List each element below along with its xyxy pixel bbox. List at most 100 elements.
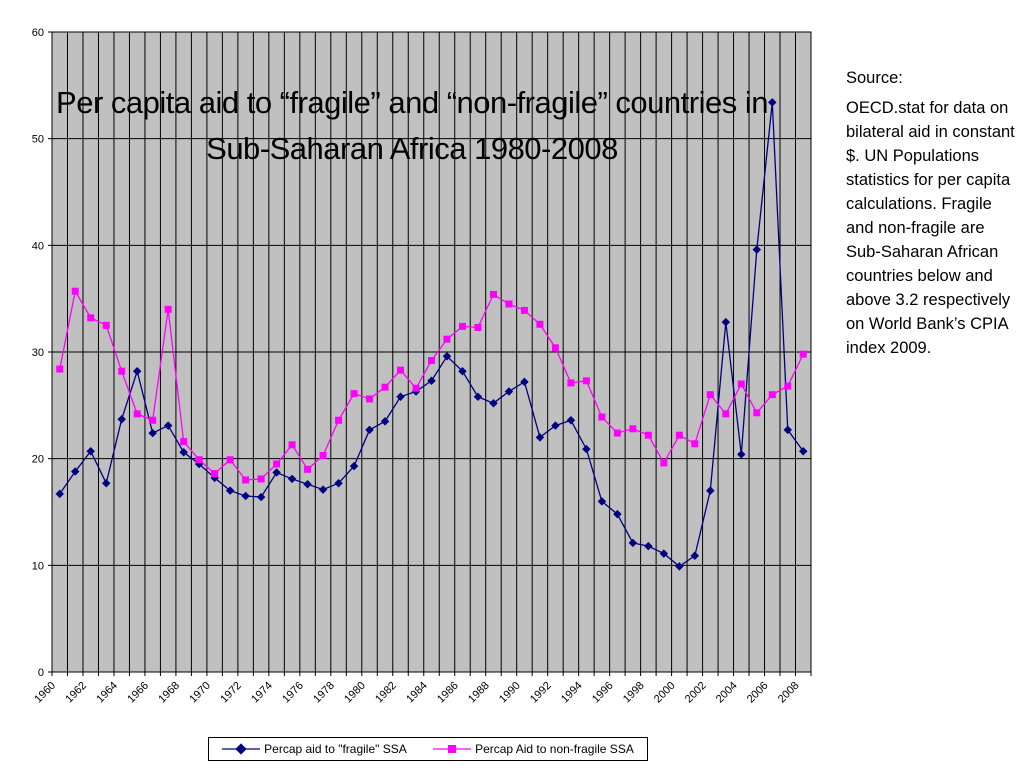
- horizontal-gridlines: [52, 138, 811, 566]
- data-point: [70, 467, 80, 476]
- y-tick-label: 10: [32, 560, 44, 572]
- y-tick-label: 50: [32, 134, 44, 146]
- data-point: [242, 476, 250, 484]
- data-point: [799, 446, 808, 456]
- data-point: [118, 367, 126, 375]
- data-point: [598, 413, 606, 421]
- data-point: [675, 431, 683, 439]
- data-point: [551, 344, 559, 352]
- legend: Percap aid to "fragile" SSA Percap Aid t…: [208, 737, 648, 761]
- data-point: [644, 541, 653, 551]
- data-point: [784, 382, 792, 390]
- x-tick-label: 1992: [528, 680, 554, 706]
- x-tick-label: 2008: [776, 680, 802, 706]
- data-point: [737, 450, 746, 459]
- x-tick-label: 1990: [497, 680, 523, 706]
- data-point: [505, 300, 513, 308]
- data-point: [132, 366, 142, 376]
- data-point: [443, 335, 451, 343]
- x-tick-label: 2002: [683, 680, 709, 706]
- x-tick-label: 2004: [714, 680, 740, 706]
- y-axis: 0 10 20 30 40 50 60: [32, 27, 52, 679]
- legend-label-fragile: Percap aid to "fragile" SSA: [264, 742, 407, 756]
- data-point: [87, 314, 95, 322]
- series-0: [55, 98, 808, 571]
- legend-item-fragile: Percap aid to "fragile" SSA: [222, 742, 407, 756]
- data-point: [489, 290, 497, 298]
- x-tick-label: 2006: [745, 680, 771, 706]
- y-tick-label: 30: [32, 347, 44, 359]
- data-point: [644, 431, 652, 439]
- data-point: [335, 416, 343, 424]
- data-point: [473, 392, 483, 402]
- data-point: [489, 398, 498, 408]
- x-tick-label: 1998: [621, 680, 647, 706]
- data-point: [567, 379, 575, 387]
- y-tick-label: 20: [32, 454, 44, 466]
- data-point: [272, 468, 281, 477]
- data-point: [768, 391, 776, 399]
- series-layer: [55, 98, 808, 571]
- series-1: [56, 287, 807, 484]
- data-point: [396, 392, 405, 402]
- data-point: [225, 486, 235, 495]
- data-point: [691, 440, 699, 448]
- data-point: [799, 350, 807, 358]
- x-tick-label: 1968: [156, 680, 182, 706]
- x-tick-label: 1982: [373, 680, 399, 706]
- data-point: [412, 384, 420, 392]
- x-tick-label: 1960: [32, 680, 58, 706]
- data-point: [427, 376, 436, 386]
- source-body: OECD.stat for data on bilateral aid in c…: [846, 99, 1015, 357]
- x-tick-label: 2000: [652, 680, 678, 706]
- data-point: [597, 497, 607, 506]
- data-point: [753, 409, 761, 417]
- x-tick-label: 1970: [187, 680, 213, 706]
- x-tick-label: 1996: [590, 680, 616, 706]
- data-point: [474, 323, 482, 331]
- data-point: [660, 459, 668, 467]
- x-tick-label: 1976: [280, 680, 306, 706]
- legend-swatch-fragile: [222, 743, 261, 755]
- data-point: [349, 461, 359, 471]
- data-point: [241, 491, 250, 501]
- data-point: [535, 433, 545, 442]
- data-point: [504, 387, 514, 396]
- legend-label-non-fragile: Percap Aid to non-fragile SSA: [475, 742, 634, 756]
- data-point: [56, 365, 64, 373]
- data-point: [381, 383, 389, 391]
- data-point: [303, 480, 312, 489]
- data-point: [458, 366, 467, 376]
- data-point: [428, 357, 435, 365]
- data-point: [304, 465, 312, 473]
- data-point: [273, 460, 281, 468]
- data-point: [551, 421, 560, 430]
- data-point: [397, 366, 405, 374]
- data-point: [629, 425, 637, 433]
- data-point: [288, 441, 296, 449]
- x-tick-label: 1986: [435, 680, 461, 706]
- data-point: [101, 478, 111, 488]
- data-point: [287, 474, 297, 484]
- source-heading: Source:: [846, 69, 903, 87]
- data-point: [613, 429, 621, 437]
- data-point: [318, 485, 328, 494]
- x-tick-label: 1984: [404, 680, 430, 706]
- data-point: [55, 489, 64, 499]
- data-point: [520, 306, 528, 314]
- data-point: [256, 492, 266, 502]
- data-point: [334, 478, 343, 488]
- data-point: [675, 562, 684, 571]
- legend-swatch-non-fragile: [433, 745, 472, 753]
- data-point: [179, 448, 188, 457]
- data-point: [659, 549, 669, 558]
- data-point: [102, 321, 110, 329]
- legend-item-non-fragile: Percap Aid to non-fragile SSA: [433, 742, 634, 756]
- data-point: [380, 417, 390, 426]
- data-point: [520, 377, 529, 387]
- data-point: [722, 410, 730, 418]
- data-point: [319, 451, 327, 459]
- data-point: [149, 416, 157, 424]
- data-point: [442, 352, 452, 361]
